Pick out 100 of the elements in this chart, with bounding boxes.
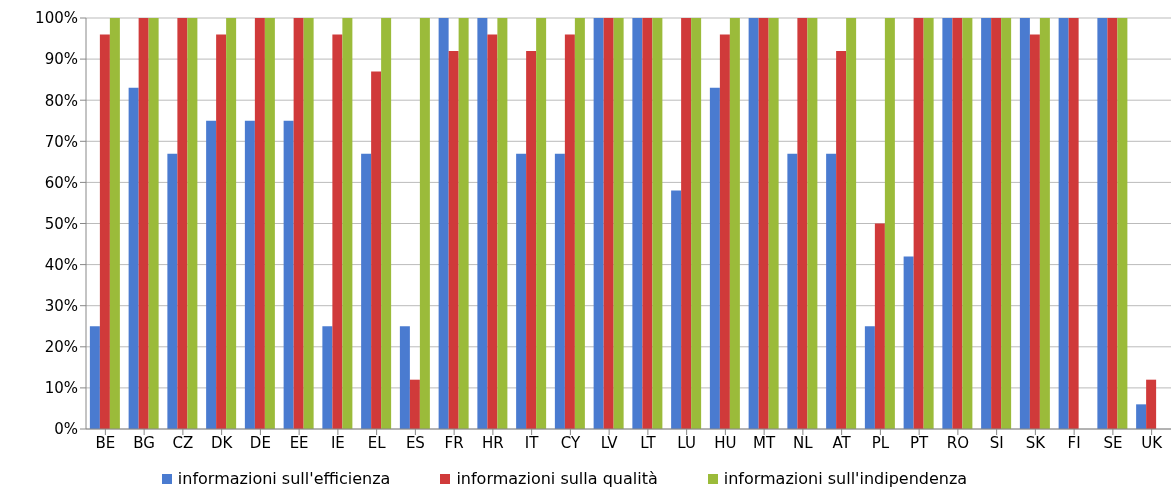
bar xyxy=(206,120,217,429)
bar xyxy=(691,18,702,429)
bar xyxy=(603,18,614,429)
bar xyxy=(187,18,198,429)
bar xyxy=(787,153,798,429)
bar xyxy=(399,326,410,429)
bar xyxy=(846,18,857,429)
y-tick-label: 30% xyxy=(44,297,78,316)
bar xyxy=(409,379,420,429)
x-tick-label: UK xyxy=(1141,433,1164,452)
bar xyxy=(322,326,333,429)
x-tick-label: AT xyxy=(832,433,852,452)
x-tick-label: DE xyxy=(249,433,271,452)
x-tick-label: IT xyxy=(524,433,540,452)
bar xyxy=(1107,18,1118,429)
y-tick-label: 0% xyxy=(54,420,78,439)
x-tick-label: LU xyxy=(677,433,696,452)
bar xyxy=(497,18,508,429)
x-tick-label: DK xyxy=(210,433,234,452)
bar xyxy=(226,18,237,429)
bar xyxy=(709,87,720,429)
bar xyxy=(244,120,255,429)
bar xyxy=(1136,404,1147,429)
y-tick-label: 60% xyxy=(44,173,78,192)
bar xyxy=(1117,18,1128,429)
bar xyxy=(613,18,624,429)
bar xyxy=(797,18,808,429)
x-tick-label: FI xyxy=(1067,433,1081,452)
y-tick-label: 100% xyxy=(35,9,78,28)
bar xyxy=(913,18,924,429)
bar xyxy=(991,18,1002,429)
bar xyxy=(574,18,585,429)
bar xyxy=(99,34,110,429)
x-tick-label: CY xyxy=(560,433,581,452)
bar xyxy=(1029,34,1040,429)
bar xyxy=(216,34,227,429)
bar xyxy=(768,18,779,429)
bar xyxy=(254,18,265,429)
bar xyxy=(128,87,139,429)
legend-label: informazioni sull'efficienza xyxy=(176,469,391,488)
x-tick-label: SK xyxy=(1025,433,1047,452)
bar xyxy=(864,326,875,429)
bar xyxy=(283,120,294,429)
x-tick-label: EL xyxy=(367,433,387,452)
bar xyxy=(438,18,449,429)
y-tick-label: 10% xyxy=(44,379,78,398)
bar xyxy=(884,18,895,429)
bar xyxy=(681,18,692,429)
x-tick-label: ES xyxy=(405,433,425,452)
x-tick-label: NL xyxy=(793,433,814,452)
bar xyxy=(516,153,527,429)
bar xyxy=(836,50,847,429)
x-tick-label: LT xyxy=(640,433,657,452)
bar xyxy=(652,18,663,429)
bar xyxy=(177,18,188,429)
bar xyxy=(748,18,759,429)
x-tick-label: CZ xyxy=(172,433,194,452)
bar xyxy=(642,18,653,429)
bar xyxy=(448,50,459,429)
bar xyxy=(981,18,992,429)
bar xyxy=(1058,18,1069,429)
bar xyxy=(89,326,100,429)
bar xyxy=(371,71,382,429)
bar xyxy=(903,256,914,429)
x-tick-label: IE xyxy=(330,433,345,452)
bar xyxy=(1097,18,1108,429)
x-tick-label: HU xyxy=(714,433,737,452)
bar xyxy=(487,34,498,429)
x-tick-label: SI xyxy=(989,433,1004,452)
bar xyxy=(332,34,343,429)
x-tick-label: LV xyxy=(600,433,619,452)
bar xyxy=(564,34,575,429)
y-tick-label: 40% xyxy=(44,255,78,274)
bar xyxy=(962,18,973,429)
x-tick-label: BG xyxy=(133,433,155,452)
y-tick-label: 90% xyxy=(44,50,78,69)
bar xyxy=(303,18,314,429)
x-tick-label: PT xyxy=(910,433,930,452)
x-tick-label: EE xyxy=(289,433,309,452)
bar xyxy=(419,18,430,429)
x-tick-label: PL xyxy=(871,433,890,452)
bar xyxy=(536,18,547,429)
bar xyxy=(923,18,934,429)
bar xyxy=(729,18,740,429)
bar xyxy=(342,18,353,429)
bar xyxy=(632,18,643,429)
x-tick-label: BE xyxy=(95,433,116,452)
bar xyxy=(807,18,818,429)
bar xyxy=(264,18,275,429)
bar xyxy=(554,153,565,429)
bar xyxy=(167,153,178,429)
y-tick-label: 80% xyxy=(44,91,78,110)
bar xyxy=(477,18,488,429)
x-tick-label: HR xyxy=(482,433,504,452)
bar xyxy=(361,153,372,429)
legend-label: informazioni sull'indipendenza xyxy=(722,469,968,488)
bar xyxy=(109,18,120,429)
legend-label: informazioni sulla qualità xyxy=(455,469,658,488)
bar xyxy=(952,18,963,429)
bar xyxy=(758,18,769,429)
